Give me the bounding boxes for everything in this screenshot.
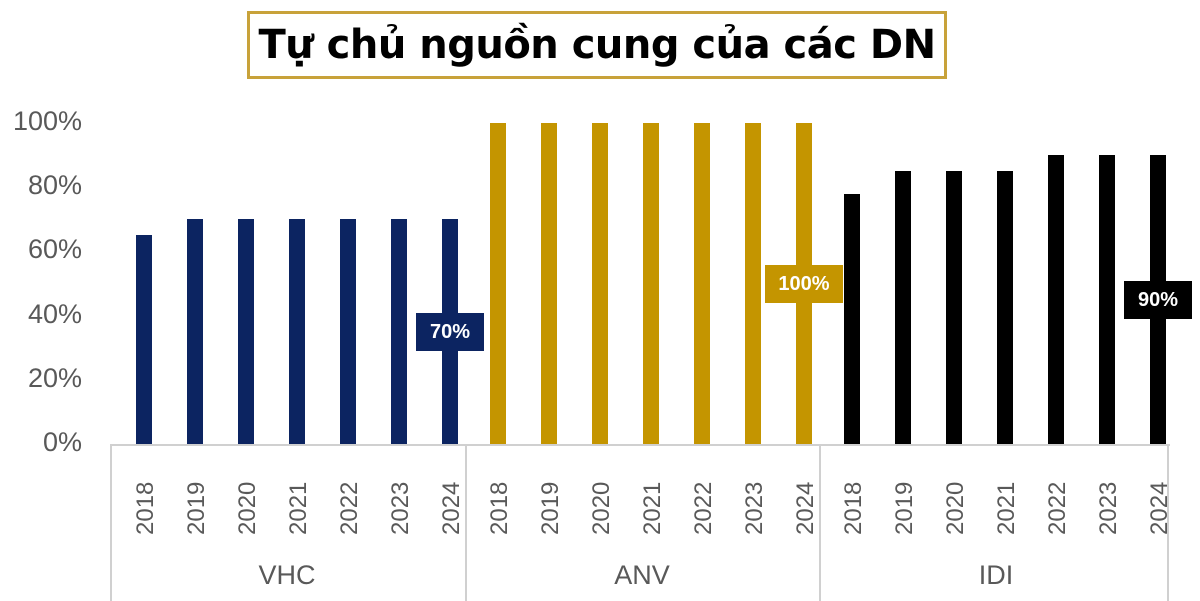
bar-vhc-2023 <box>391 219 407 444</box>
group-divider <box>110 444 112 601</box>
y-tick-label: 60% <box>27 234 82 265</box>
x-tick-year: 2023 <box>741 481 768 535</box>
bar-idi-2020 <box>946 171 962 444</box>
chart-title-box: Tự chủ nguồn cung của các DN <box>247 11 947 79</box>
x-tick-year: 2021 <box>285 481 312 535</box>
x-tick-year: 2020 <box>942 481 969 535</box>
data-label-vhc: 70% <box>416 312 484 351</box>
x-tick-year: 2019 <box>537 481 564 535</box>
data-label-idi: 90% <box>1124 280 1192 319</box>
x-tick-year: 2020 <box>588 481 615 535</box>
bar-vhc-2021 <box>289 219 305 444</box>
bar-idi-2021 <box>997 171 1013 444</box>
group-divider <box>1167 444 1169 601</box>
group-divider <box>465 444 467 601</box>
x-tick-year: 2018 <box>486 481 513 535</box>
bar-idi-2018 <box>844 193 860 444</box>
group-label-anv: ANV <box>614 560 670 590</box>
bar-anv-2020 <box>592 123 608 444</box>
bar-anv-2021 <box>643 123 659 444</box>
x-tick-year: 2022 <box>690 481 717 535</box>
x-tick-year: 2022 <box>336 481 363 535</box>
bar-vhc-2018 <box>136 235 152 444</box>
bar-idi-2022 <box>1048 155 1064 444</box>
x-tick-year: 2024 <box>792 481 819 535</box>
y-tick-label: 20% <box>27 362 82 393</box>
group-label-idi: IDI <box>978 560 1014 590</box>
x-tick-year: 2023 <box>387 481 414 535</box>
y-tick-label: 100% <box>12 106 82 136</box>
group-divider <box>819 444 821 601</box>
x-tick-year: 2019 <box>891 481 918 535</box>
x-tick-year: 2018 <box>840 481 867 535</box>
bar-idi-2023 <box>1099 155 1115 444</box>
chart-title: Tự chủ nguồn cung của các DN <box>258 22 936 68</box>
bar-anv-2023 <box>745 123 761 444</box>
x-tick-year: 2024 <box>438 481 465 535</box>
x-tick-year: 2021 <box>639 481 666 535</box>
bar-anv-2019 <box>541 123 557 444</box>
bar-vhc-2019 <box>187 219 203 444</box>
x-tick-year: 2019 <box>183 481 210 535</box>
x-tick-year: 2024 <box>1146 481 1173 535</box>
bar-anv-2022 <box>694 123 710 444</box>
bar-vhc-2020 <box>238 219 254 444</box>
bar-idi-2019 <box>895 171 911 444</box>
bar-anv-2018 <box>490 123 506 444</box>
bar-vhc-2022 <box>340 219 356 444</box>
data-label-anv: 100% <box>765 264 843 303</box>
x-tick-year: 2021 <box>993 481 1020 535</box>
y-tick-label: 80% <box>27 170 82 201</box>
y-tick-label: 40% <box>27 298 82 329</box>
x-tick-year: 2022 <box>1044 481 1071 535</box>
group-label-vhc: VHC <box>258 560 316 590</box>
x-tick-year: 2023 <box>1095 481 1122 535</box>
x-tick-year: 2018 <box>132 481 159 535</box>
x-axis-line <box>110 444 1170 446</box>
x-tick-year: 2020 <box>234 481 261 535</box>
y-tick-label: 0% <box>42 427 82 457</box>
